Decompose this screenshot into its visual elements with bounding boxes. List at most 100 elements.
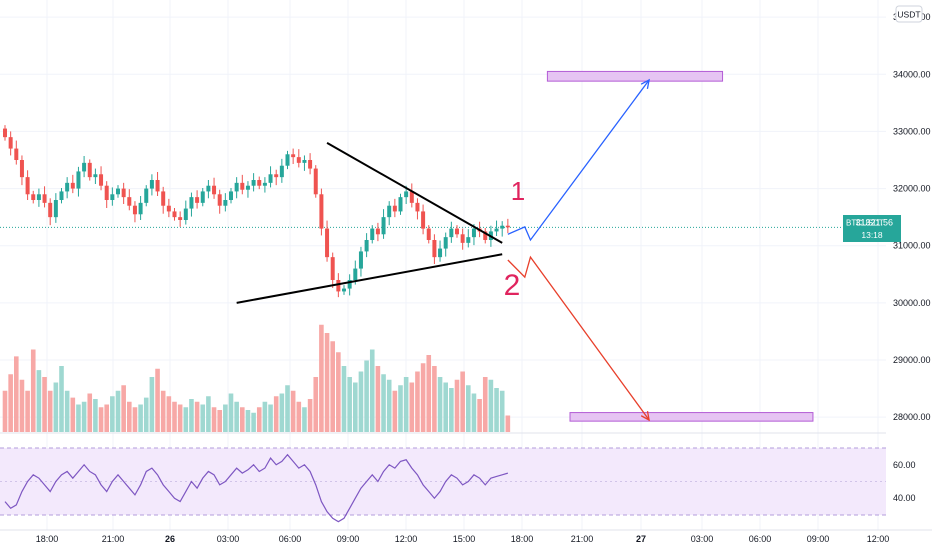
- candle-body: [82, 162, 87, 172]
- volume-bar: [223, 404, 228, 432]
- rsi-panel: [0, 447, 886, 516]
- candle-body: [116, 188, 120, 195]
- volume-bar: [160, 390, 166, 432]
- time-axis[interactable]: 18:00 21:00 26 03:00 06:00 09:00 12:00 15:00 18:…: [36, 534, 890, 544]
- volume-bar: [98, 407, 104, 432]
- candle-body: [76, 171, 81, 189]
- time-tick-label: 06:00: [279, 534, 302, 544]
- time-tick-label: 12:00: [395, 534, 418, 544]
- volume-bar: [460, 371, 465, 432]
- volume-bar: [482, 377, 488, 432]
- candle-body: [31, 194, 36, 200]
- volume-bar: [19, 379, 25, 432]
- volume-bar: [53, 382, 59, 432]
- volume-bar: [206, 396, 211, 432]
- lower-target-box: [569, 412, 814, 422]
- volume-bar: [432, 366, 437, 432]
- volume-bar: [70, 397, 76, 432]
- volume-bar: [127, 401, 132, 432]
- volume-bar: [30, 349, 36, 432]
- volume-bar: [488, 379, 494, 432]
- volume-bar: [369, 349, 375, 432]
- time-tick-label: 06:00: [749, 534, 772, 544]
- price-tick-label: 29000.00: [893, 355, 931, 365]
- candle-body: [172, 211, 177, 218]
- volume-bar: [177, 404, 183, 432]
- volume-bar: [313, 377, 319, 432]
- candle-body: [279, 165, 284, 178]
- candle-body: [155, 180, 160, 192]
- volume-bar: [47, 390, 53, 432]
- candle-body: [200, 191, 205, 203]
- volume-bar: [217, 410, 222, 432]
- time-tick-label: 27: [636, 534, 646, 544]
- price-tick-label: 28000.00: [893, 412, 931, 422]
- price-badge-price: 31321.56: [855, 218, 893, 228]
- candle-body: [353, 268, 358, 280]
- annotation-label: 2: [504, 269, 521, 302]
- volume-bar: [449, 388, 454, 432]
- volume-bar: [2, 390, 8, 432]
- grid-lines: [0, 0, 932, 531]
- volume-bar: [347, 377, 352, 432]
- time-tick-label: 03:00: [691, 534, 714, 544]
- candle-body: [342, 288, 346, 292]
- drawing-tools[interactable]: 12: [236, 70, 814, 422]
- candle-body: [245, 185, 250, 190]
- candle-body: [449, 228, 454, 238]
- bullish-forecast-arrow: [507, 79, 650, 242]
- candle-body: [471, 228, 476, 238]
- volume-bar: [155, 368, 160, 432]
- candle-body: [87, 162, 92, 178]
- volume-bar: [138, 404, 143, 432]
- candle-body: [409, 191, 414, 203]
- triangle-upper-trendline: [326, 141, 503, 244]
- candle-body: [19, 160, 24, 178]
- price-tick-label: 32000.00: [893, 184, 931, 194]
- time-tick-label: 09:00: [337, 534, 360, 544]
- candle-body: [466, 237, 471, 243]
- candle-body: [240, 182, 245, 190]
- candle-body: [336, 280, 341, 292]
- volume-bar: [409, 382, 415, 432]
- candle-body: [144, 188, 149, 203]
- candle-body: [110, 194, 115, 200]
- rsi-indicator: [4, 453, 509, 523]
- rsi-tick-label: 40.00: [893, 493, 916, 503]
- candle-body: [36, 194, 41, 200]
- volume-bar: [471, 393, 477, 432]
- volume-bar: [240, 407, 245, 432]
- candle-body: [494, 228, 499, 232]
- volume-bar: [505, 415, 511, 432]
- candle-body: [347, 280, 352, 289]
- volume-bar: [110, 396, 115, 432]
- candle-body: [313, 168, 318, 195]
- candle-body: [42, 194, 47, 203]
- candlesticks: [3, 125, 510, 298]
- candle-body: [53, 200, 58, 218]
- volume-bar: [59, 366, 64, 432]
- volume-bar: [364, 360, 369, 432]
- price-tick-label: 31000.00: [893, 241, 931, 251]
- currency-badge[interactable]: USDT: [895, 5, 923, 23]
- volume-bar: [426, 355, 432, 432]
- volume-bar: [336, 352, 341, 432]
- annotation-label: 1: [511, 176, 525, 206]
- candle-body: [358, 251, 363, 269]
- candle-body: [404, 191, 409, 198]
- volume-bar: [166, 396, 172, 432]
- price-badge-countdown: 13:18: [861, 230, 883, 240]
- volume-bar: [273, 396, 279, 432]
- volume-bar: [296, 401, 302, 432]
- volume-bar: [189, 399, 194, 432]
- rsi-tick-label: 60.00: [893, 460, 916, 470]
- time-tick-label: 18:00: [511, 534, 534, 544]
- volume-bar: [386, 379, 392, 432]
- volume-bar: [279, 393, 285, 432]
- candle-body: [319, 194, 324, 229]
- volume-bar: [454, 379, 460, 432]
- rsi-axis[interactable]: 40.00 60.00: [893, 460, 916, 503]
- candle-body: [25, 177, 30, 195]
- candle-body: [370, 228, 375, 240]
- volume-bar: [403, 377, 409, 432]
